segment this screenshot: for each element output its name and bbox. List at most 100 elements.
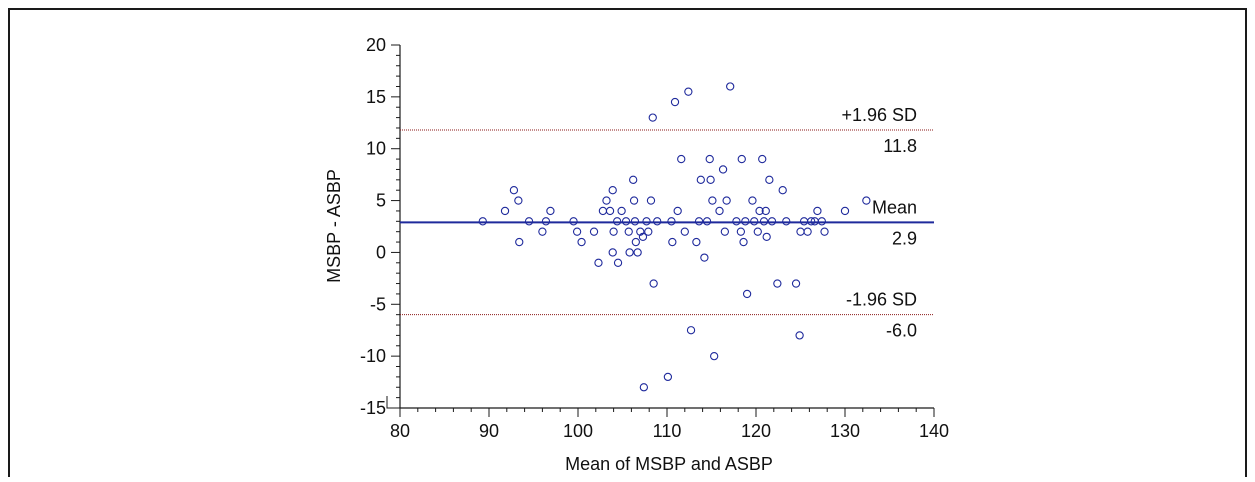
x-tick-label: 80 (390, 421, 410, 441)
data-point (742, 289, 752, 299)
data-point (817, 217, 827, 226)
data-point (524, 217, 534, 226)
data-point (718, 165, 728, 174)
x-tick-label: 130 (830, 421, 860, 441)
reference-lines: +1.96 SD 11.8 Mean 2.9 -1.96 SD -6.0 (400, 105, 934, 341)
data-point (680, 227, 689, 236)
data-point (648, 113, 657, 122)
reference-line-label: +1.96 SD (841, 105, 917, 125)
data-point (598, 206, 608, 216)
data-point (572, 227, 582, 236)
data-point (750, 217, 759, 226)
reference-line-value: 11.8 (883, 136, 917, 156)
data-point (602, 196, 611, 205)
data-point (478, 217, 487, 226)
data-point (613, 217, 622, 226)
data-point (668, 237, 677, 247)
data-point (686, 326, 696, 335)
data-point (538, 227, 547, 236)
data-point (702, 217, 712, 226)
data-point (791, 279, 801, 288)
data-point (705, 154, 714, 164)
data-point (577, 237, 586, 247)
data-point (621, 217, 631, 226)
data-point (706, 175, 715, 184)
data-point (782, 217, 791, 226)
data-point (739, 237, 748, 247)
data-points (478, 82, 871, 392)
data-point (726, 82, 735, 91)
data-point (630, 217, 640, 226)
data-point (646, 196, 656, 205)
data-point (762, 232, 771, 242)
data-point (684, 87, 693, 96)
data-point (613, 258, 623, 267)
y-tick-label: -15 (360, 398, 386, 418)
data-point (840, 206, 850, 216)
data-point (862, 196, 871, 205)
reference-line-label: Mean (872, 197, 917, 217)
y-tick-label: -10 (360, 346, 386, 366)
data-point (594, 258, 603, 267)
x-tick-label: 140 (919, 421, 949, 441)
data-point (624, 227, 633, 236)
data-point (753, 227, 762, 236)
data-point (755, 206, 764, 216)
data-point (799, 217, 809, 226)
data-point (732, 217, 741, 226)
data-point (796, 227, 805, 236)
data-point (778, 186, 787, 195)
data-point (700, 253, 709, 262)
data-point (649, 279, 658, 288)
data-point (644, 227, 653, 236)
data-point (741, 217, 750, 226)
x-tick-label: 90 (479, 421, 499, 441)
data-point (670, 97, 680, 107)
data-point (803, 227, 812, 236)
x-axis-title: Mean of MSBP and ASBP (565, 454, 773, 474)
x-tick-label: 100 (563, 421, 593, 441)
data-point (546, 206, 555, 216)
y-tick-label: -5 (370, 294, 386, 314)
data-point (692, 237, 701, 247)
data-point (514, 196, 523, 205)
data-point (515, 237, 524, 247)
data-point (609, 227, 618, 236)
data-point (694, 217, 704, 226)
data-point (541, 217, 551, 226)
data-point (653, 217, 662, 226)
data-point (773, 279, 782, 288)
data-point (608, 186, 617, 195)
x-tick-label: 120 (741, 421, 771, 441)
data-point (736, 227, 746, 236)
y-tick-label: 20 (366, 35, 386, 55)
data-point (813, 206, 822, 216)
data-point (677, 154, 686, 164)
y-axis-ticks: 20 15 10 5 0 -5 -10 -15 (360, 35, 400, 418)
data-point (820, 227, 829, 236)
data-point (638, 232, 648, 242)
data-point (509, 186, 519, 195)
data-point (807, 217, 816, 226)
data-point (767, 217, 777, 226)
data-point (722, 196, 731, 205)
data-point (765, 175, 774, 184)
data-point (759, 217, 769, 226)
data-point (589, 227, 599, 236)
data-point (629, 175, 638, 184)
data-point (696, 175, 705, 184)
reference-line-value: -6.0 (886, 321, 917, 341)
data-point (608, 248, 617, 257)
reference-line-value: 2.9 (892, 228, 917, 248)
reference-line-label: -1.96 SD (846, 290, 917, 310)
data-point (500, 206, 510, 216)
y-tick-label: 10 (366, 139, 386, 159)
data-point (629, 196, 639, 205)
data-point (642, 217, 651, 226)
y-tick-label: 15 (366, 87, 386, 107)
data-point (761, 206, 770, 216)
y-tick-label: 0 (376, 242, 386, 262)
x-tick-label: 110 (653, 421, 682, 441)
data-point (636, 227, 645, 236)
